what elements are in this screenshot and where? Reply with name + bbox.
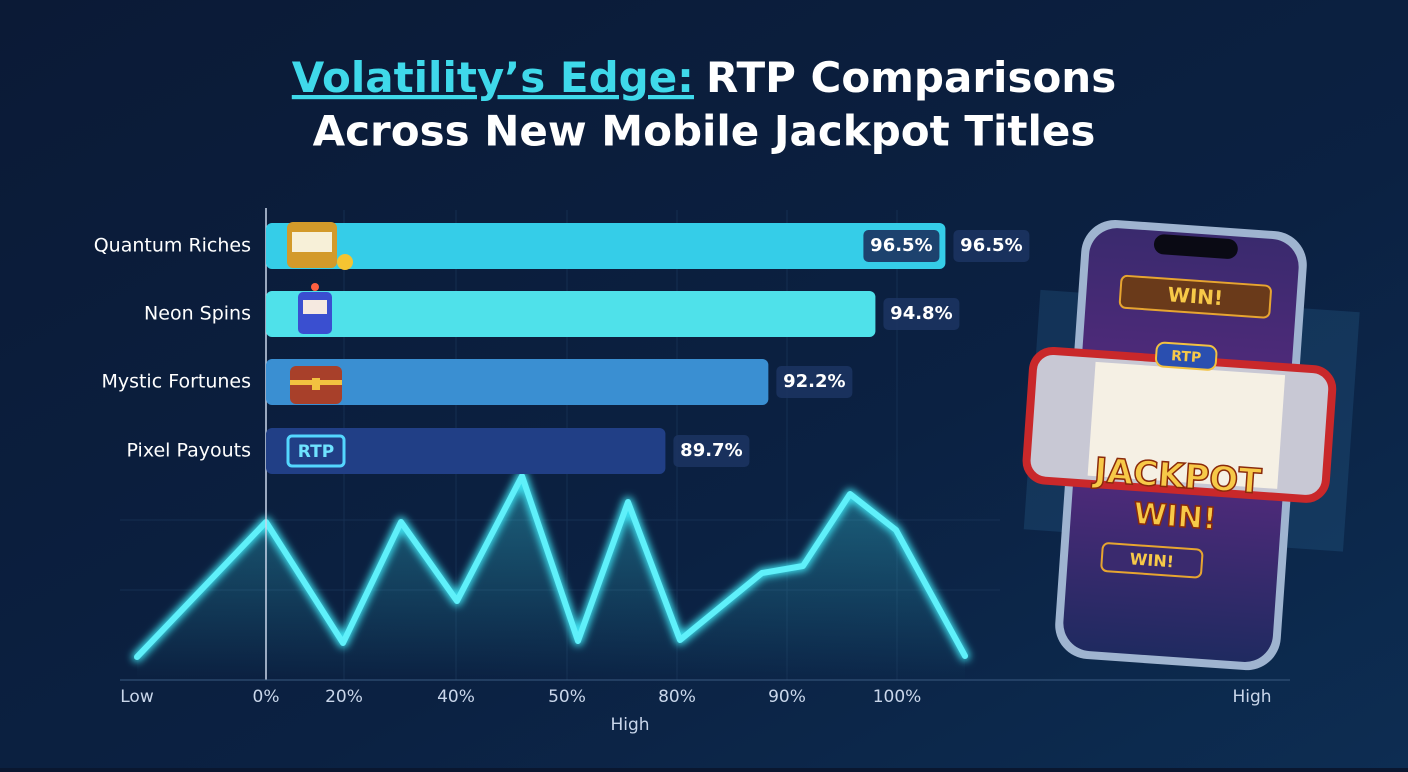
bar	[266, 223, 946, 269]
wave-area	[137, 476, 965, 680]
rtp-icon-text: RTP	[298, 442, 334, 462]
top-banner-text: WIN!	[1167, 282, 1224, 310]
category-label: Neon Spins	[144, 303, 251, 325]
value-label-box	[883, 298, 960, 330]
value-label-box	[953, 230, 1030, 262]
value-label-inside: 96.5%	[870, 235, 932, 256]
win-text: WIN!	[1132, 496, 1217, 537]
scale-label: 90%	[768, 687, 806, 707]
value-label: 96.5%	[960, 235, 1022, 256]
phone-illustration: WIN! RTP JACKPOT WIN! WIN!	[1022, 220, 1360, 671]
neon-slot-icon	[298, 283, 332, 334]
value-label-box	[673, 435, 750, 467]
bar-icons: RTP	[286, 222, 353, 468]
scale-low: Low	[120, 687, 154, 707]
rtp-badge	[1154, 341, 1218, 371]
value-label-box	[776, 366, 853, 398]
value-label: 89.7%	[680, 440, 742, 461]
category-label: Mystic Fortunes	[101, 371, 251, 393]
bar	[266, 291, 876, 337]
scale-high: High	[1232, 687, 1271, 707]
win-button-text: WIN!	[1129, 549, 1175, 571]
value-label-inside-box	[863, 230, 940, 262]
chart-title: Volatility’s Edge: RTP Comparisons	[292, 53, 1116, 102]
value-label: 94.8%	[890, 303, 952, 324]
win-button	[1100, 542, 1204, 579]
top-banner	[1118, 274, 1272, 319]
reel-window	[1087, 361, 1286, 489]
scale-label: 80%	[658, 687, 696, 707]
chart-title-line2: Across New Mobile Jackpot Titles	[313, 107, 1096, 156]
scale-label: 50%	[548, 687, 586, 707]
scale-label: 100%	[873, 687, 922, 707]
value-label: 92.2%	[783, 371, 845, 392]
scale-label: 20%	[325, 687, 363, 707]
chest-icon	[290, 366, 342, 404]
category-label: Quantum Riches	[94, 235, 251, 257]
rtp-badge-text: RTP	[1171, 348, 1202, 366]
scale-label: 0%	[253, 687, 280, 707]
slot-icon	[287, 222, 353, 270]
title-highlight: Volatility’s Edge:	[292, 53, 694, 102]
phone-notch	[1153, 234, 1238, 259]
x-axis-title: High	[610, 715, 649, 735]
wave-line	[134, 473, 968, 660]
bar	[266, 428, 666, 474]
category-label: Pixel Payouts	[127, 440, 252, 462]
scale-label: 40%	[437, 687, 475, 707]
bar	[266, 359, 769, 405]
title-text: RTP Comparisons	[706, 53, 1116, 102]
rtp-icon-frame	[286, 434, 346, 468]
